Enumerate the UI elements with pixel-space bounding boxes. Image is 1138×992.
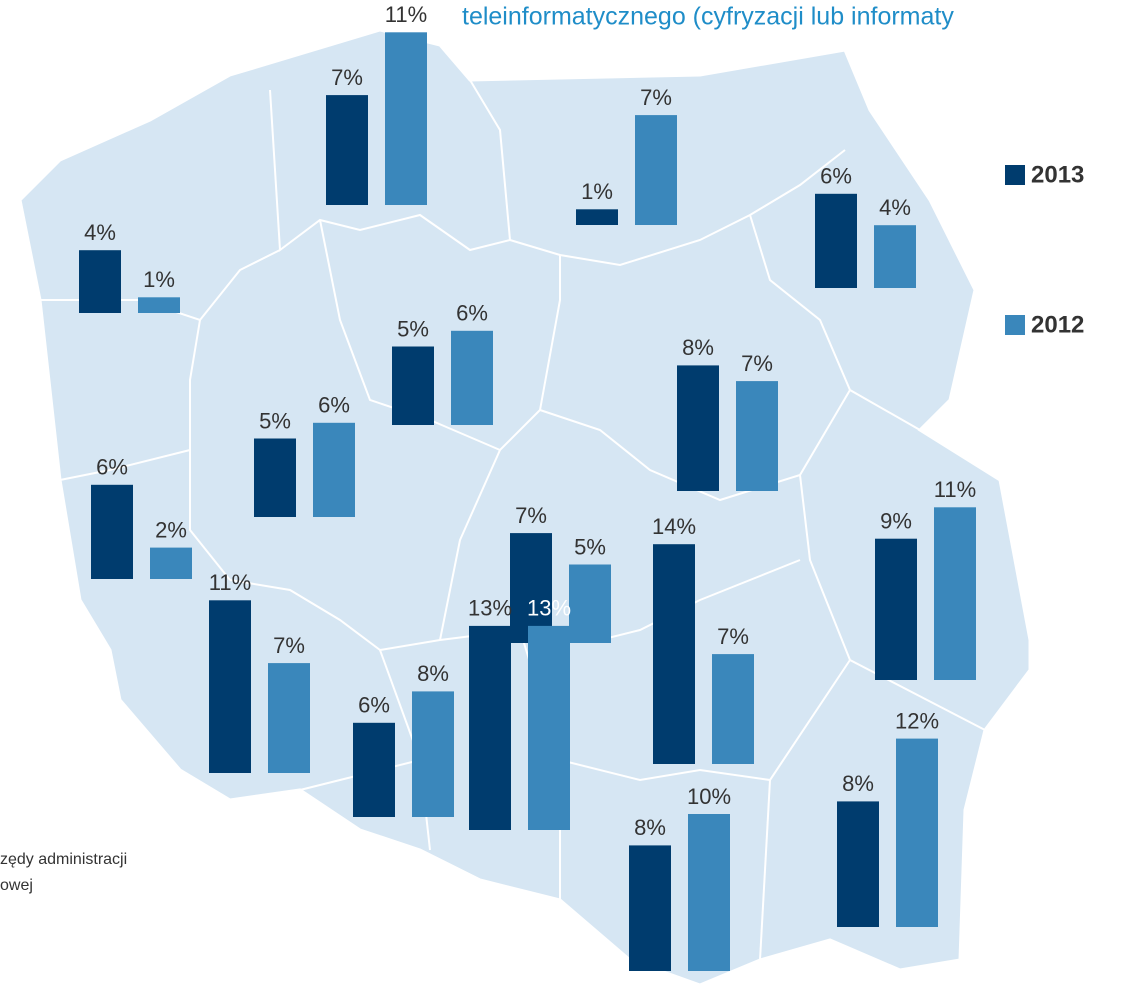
legend-swatch — [1005, 315, 1025, 335]
value-label: 11% — [385, 2, 427, 27]
bar — [392, 346, 434, 425]
bar — [138, 297, 180, 313]
value-label: 2% — [155, 517, 187, 542]
bar — [736, 381, 778, 491]
value-label: 7% — [640, 85, 672, 110]
value-label: 6% — [318, 393, 350, 418]
bar — [569, 564, 611, 643]
bar — [353, 722, 395, 817]
bar — [815, 193, 857, 288]
bar — [653, 544, 695, 764]
bar — [451, 330, 493, 425]
value-label: 5% — [574, 534, 606, 559]
bar — [469, 625, 511, 830]
bar — [412, 691, 454, 817]
bar — [837, 801, 879, 927]
value-label: 1% — [581, 179, 613, 204]
bar — [635, 115, 677, 225]
value-label: 11% — [209, 570, 251, 595]
bar — [934, 507, 976, 680]
value-label: 6% — [358, 693, 390, 718]
legend-label: 2012 — [1031, 311, 1084, 338]
value-label: 7% — [741, 351, 773, 376]
bar — [677, 365, 719, 491]
bar — [874, 225, 916, 288]
value-label: 10% — [687, 784, 731, 809]
bar — [385, 32, 427, 205]
bar — [629, 845, 671, 971]
bar — [875, 538, 917, 680]
legend-swatch — [1005, 165, 1025, 185]
bar — [510, 533, 552, 643]
bar — [150, 547, 192, 579]
bar — [268, 663, 310, 773]
bar — [712, 654, 754, 764]
value-label: 9% — [880, 509, 912, 534]
bar — [313, 422, 355, 517]
value-label: 8% — [682, 335, 714, 360]
value-label: 5% — [397, 316, 429, 341]
value-label: 7% — [515, 503, 547, 528]
value-label: 13% — [468, 596, 512, 621]
value-label: 7% — [273, 633, 305, 658]
value-label: 8% — [842, 771, 874, 796]
value-label: 14% — [652, 514, 696, 539]
footnote: owej — [0, 877, 33, 894]
footnote: zędy administracji — [0, 851, 127, 868]
value-label: 6% — [96, 455, 128, 480]
value-label: 4% — [84, 220, 116, 245]
bar — [254, 438, 296, 517]
value-label: 7% — [717, 624, 749, 649]
value-label: 8% — [417, 661, 449, 686]
value-label: 4% — [879, 195, 911, 220]
title: teleinformatycznego (cyfryzacji lub info… — [462, 3, 954, 31]
value-label: 5% — [259, 408, 291, 433]
value-label: 13% — [527, 596, 571, 621]
bar — [209, 600, 251, 773]
bar — [896, 738, 938, 927]
value-label: 8% — [634, 815, 666, 840]
bar — [576, 209, 618, 225]
value-label: 11% — [934, 477, 976, 502]
bar — [91, 484, 133, 579]
bar — [326, 95, 368, 205]
value-label: 6% — [456, 301, 488, 326]
legend-label: 2013 — [1031, 161, 1084, 188]
bar — [79, 250, 121, 313]
bar — [528, 625, 570, 830]
value-label: 7% — [331, 65, 363, 90]
bar — [688, 814, 730, 971]
value-label: 1% — [143, 267, 175, 292]
value-label: 6% — [820, 164, 852, 189]
value-label: 12% — [895, 708, 939, 733]
